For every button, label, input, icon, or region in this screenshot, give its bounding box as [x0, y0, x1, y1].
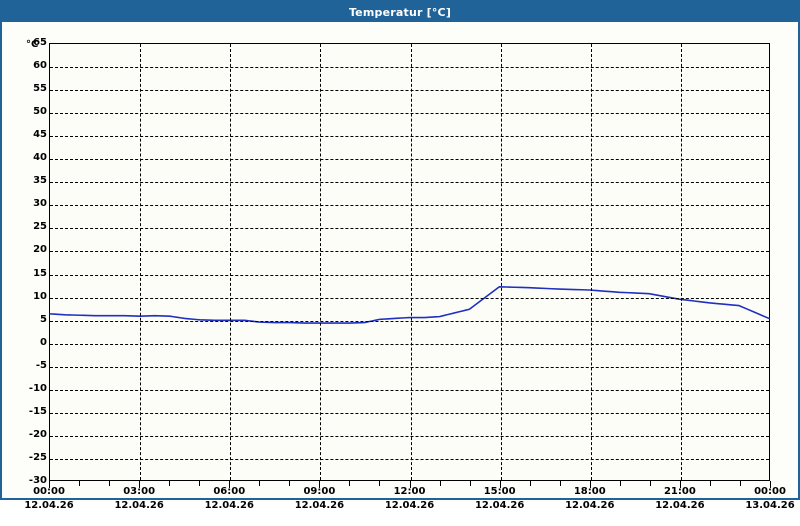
x-axis-labels: 00:00 12.04.26 03:00 12.04.26 06:00 12.04.26 0…	[2, 486, 798, 518]
x-axis-tick	[649, 481, 651, 486]
horizontal-gridline	[50, 343, 769, 345]
x-axis-tick	[709, 481, 711, 486]
horizontal-gridline	[50, 113, 769, 115]
horizontal-gridline	[50, 136, 769, 138]
vertical-gridline	[680, 44, 682, 480]
x-axis-time-label: 21:00	[663, 486, 696, 497]
x-axis-tick	[499, 481, 501, 488]
x-axis-time-label: 03:00	[123, 486, 156, 497]
horizontal-gridline	[50, 67, 769, 69]
x-axis-ticks	[49, 481, 771, 489]
y-axis-tick-label: 50	[33, 106, 47, 118]
horizontal-gridline	[50, 389, 769, 391]
x-axis-tick	[589, 481, 591, 488]
x-axis-time-label: 15:00	[483, 486, 516, 497]
y-axis-unit-label: °C	[26, 39, 39, 50]
x-axis-date-label: 12.04.26	[294, 500, 345, 511]
x-axis-tick	[619, 481, 621, 486]
chart-window: Temperatur [°C] °C 65 60 55 50 45 40 35 30 25 20 1…	[0, 0, 800, 511]
x-axis-tick	[770, 481, 771, 488]
y-axis-tick-label: 60	[33, 60, 47, 72]
x-axis-tick	[79, 481, 81, 486]
horizontal-gridline	[50, 297, 769, 299]
horizontal-gridline	[50, 251, 769, 253]
horizontal-gridline	[50, 366, 769, 368]
x-axis-tick	[289, 481, 291, 486]
y-axis-tick-label: 30	[33, 198, 47, 210]
horizontal-gridline	[50, 435, 769, 437]
y-axis-tick-label: 25	[33, 221, 47, 233]
x-axis-tick	[679, 481, 681, 488]
vertical-gridline	[590, 44, 592, 480]
x-axis-time-label: 00:00	[33, 486, 65, 497]
temperature-series-svg	[49, 285, 770, 324]
x-axis-date-label: 13.04.26	[745, 500, 795, 511]
x-axis-date-label: 12.04.26	[114, 500, 164, 511]
x-axis-date-label: 12.04.26	[565, 500, 615, 511]
x-axis-tick	[529, 481, 531, 486]
horizontal-gridline	[50, 159, 769, 161]
plot-area	[49, 43, 770, 481]
y-axis-tick-label: -25	[28, 451, 47, 463]
horizontal-gridline	[50, 228, 769, 230]
x-axis-time-label: 12:00	[393, 486, 426, 497]
x-axis-time-label: 06:00	[213, 486, 246, 497]
x-axis-date-label: 12.04.26	[474, 500, 525, 511]
x-axis-time-label: 09:00	[303, 486, 336, 497]
y-axis-tick-label: 65	[33, 37, 47, 48]
horizontal-gridline	[50, 205, 769, 207]
x-axis-tick	[169, 481, 171, 486]
y-axis-tick-label: -20	[28, 428, 47, 440]
x-axis-tick	[559, 481, 561, 486]
x-axis-tick	[439, 481, 441, 486]
x-axis-time-label: 00:00	[754, 486, 786, 497]
horizontal-gridline	[50, 412, 769, 414]
y-axis-tick-label: 40	[33, 152, 47, 164]
horizontal-gridline	[50, 274, 769, 276]
x-axis-date-label: 12.04.26	[384, 500, 435, 511]
x-axis-tick	[349, 481, 351, 486]
x-axis-date-label: 12.04.26	[24, 500, 74, 511]
x-axis-tick	[739, 481, 741, 486]
window-title-bar: Temperatur [°C]	[2, 2, 798, 22]
temperature-line	[49, 285, 770, 324]
x-axis-tick	[229, 481, 231, 488]
x-axis-tick	[469, 481, 471, 486]
y-axis-tick-label: 35	[33, 175, 47, 187]
x-axis-tick	[409, 481, 411, 488]
vertical-gridline	[230, 44, 232, 480]
y-axis-tick-label: -10	[28, 382, 47, 394]
y-axis-tick-label: 0	[40, 336, 47, 348]
y-axis-tick-label: -15	[28, 405, 47, 417]
x-axis-time-label: 18:00	[573, 486, 606, 497]
x-axis-tick	[319, 481, 321, 488]
horizontal-gridline	[50, 320, 769, 322]
y-axis-labels: 65 60 55 50 45 40 35 30 25 20 15 10 5 0 -5 -10 -15 -20 -25…	[2, 38, 47, 486]
y-axis-tick-label: 15	[33, 267, 47, 279]
x-axis-tick	[199, 481, 201, 486]
x-axis-date-label: 12.04.26	[655, 500, 705, 511]
x-axis-tick	[49, 481, 50, 488]
x-axis-tick	[139, 481, 141, 488]
y-axis-tick-label: -30	[28, 475, 47, 486]
vertical-gridline	[500, 44, 502, 480]
y-axis-tick-label: -5	[35, 359, 47, 371]
y-axis-tick-label: 20	[33, 244, 47, 256]
y-axis-tick-label: 5	[40, 313, 47, 325]
horizontal-gridline	[50, 90, 769, 92]
vertical-gridline	[320, 44, 322, 480]
x-axis-tick	[259, 481, 261, 486]
chart-canvas: °C 65 60 55 50 45 40 35 30 25 20 15 10 5 0 -5 -10 -15 -20…	[2, 22, 798, 511]
vertical-gridline	[140, 44, 142, 480]
y-axis-tick-label: 45	[33, 129, 47, 141]
vertical-gridline	[410, 44, 412, 480]
horizontal-gridline	[50, 458, 769, 460]
y-axis-tick-label: 55	[33, 83, 47, 95]
page-title: Temperatur [°C]	[348, 5, 452, 19]
x-axis-date-label: 12.04.26	[204, 500, 254, 511]
x-axis-tick	[109, 481, 111, 486]
x-axis-tick	[379, 481, 381, 486]
y-axis-tick-label: 10	[33, 290, 47, 302]
horizontal-gridline	[50, 182, 769, 184]
